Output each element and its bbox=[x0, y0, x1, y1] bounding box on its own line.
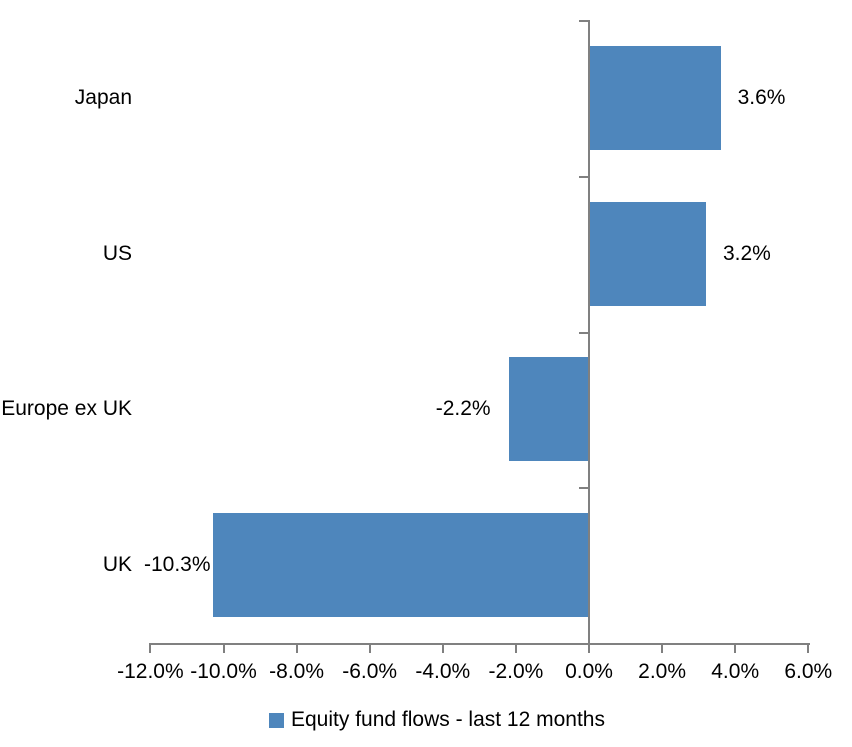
x-axis-line bbox=[150, 643, 810, 645]
x-tick-label: 2.0% bbox=[638, 660, 687, 683]
x-tick-label: -6.0% bbox=[342, 660, 398, 683]
bar bbox=[508, 357, 589, 462]
category-label: US bbox=[102, 241, 132, 265]
x-tick bbox=[734, 643, 737, 653]
x-tick bbox=[807, 643, 810, 653]
category-tick bbox=[579, 20, 588, 22]
legend-label: Equity fund flows - last 12 months bbox=[291, 708, 605, 731]
category-label: Europe ex UK bbox=[1, 397, 132, 421]
bar-value-label: 3.2% bbox=[722, 241, 771, 265]
category-tick bbox=[579, 331, 588, 334]
x-tick-label: -10.0% bbox=[190, 660, 257, 683]
x-tick bbox=[222, 643, 225, 653]
bar bbox=[212, 513, 589, 618]
legend: Equity fund flows - last 12 months bbox=[11, 703, 852, 737]
bar bbox=[589, 201, 706, 306]
x-tick bbox=[441, 643, 444, 653]
x-tick-label: -8.0% bbox=[269, 660, 325, 683]
legend-swatch-icon bbox=[269, 712, 284, 728]
x-tick bbox=[368, 643, 371, 653]
x-tick-label: -2.0% bbox=[488, 660, 544, 683]
y-axis-line bbox=[588, 20, 590, 653]
x-tick-label: 6.0% bbox=[784, 660, 833, 683]
category-label: Japan bbox=[74, 85, 132, 109]
x-tick bbox=[295, 643, 298, 653]
x-tick-label: -4.0% bbox=[415, 660, 471, 683]
x-tick bbox=[588, 643, 590, 653]
bar-value-label: 3.6% bbox=[737, 85, 786, 109]
x-tick bbox=[514, 643, 517, 653]
x-tick-label: 0.0% bbox=[565, 660, 613, 683]
bar-value-label: -10.3% bbox=[144, 553, 211, 577]
x-tick-label: 4.0% bbox=[711, 660, 760, 683]
x-tick bbox=[661, 643, 664, 653]
category-tick bbox=[579, 487, 588, 490]
bar-value-label: -2.2% bbox=[435, 397, 491, 421]
category-tick bbox=[579, 175, 588, 178]
bar bbox=[589, 45, 721, 150]
category-label: UK bbox=[102, 553, 132, 577]
x-tick bbox=[149, 643, 152, 653]
x-tick-label: -12.0% bbox=[117, 660, 184, 683]
